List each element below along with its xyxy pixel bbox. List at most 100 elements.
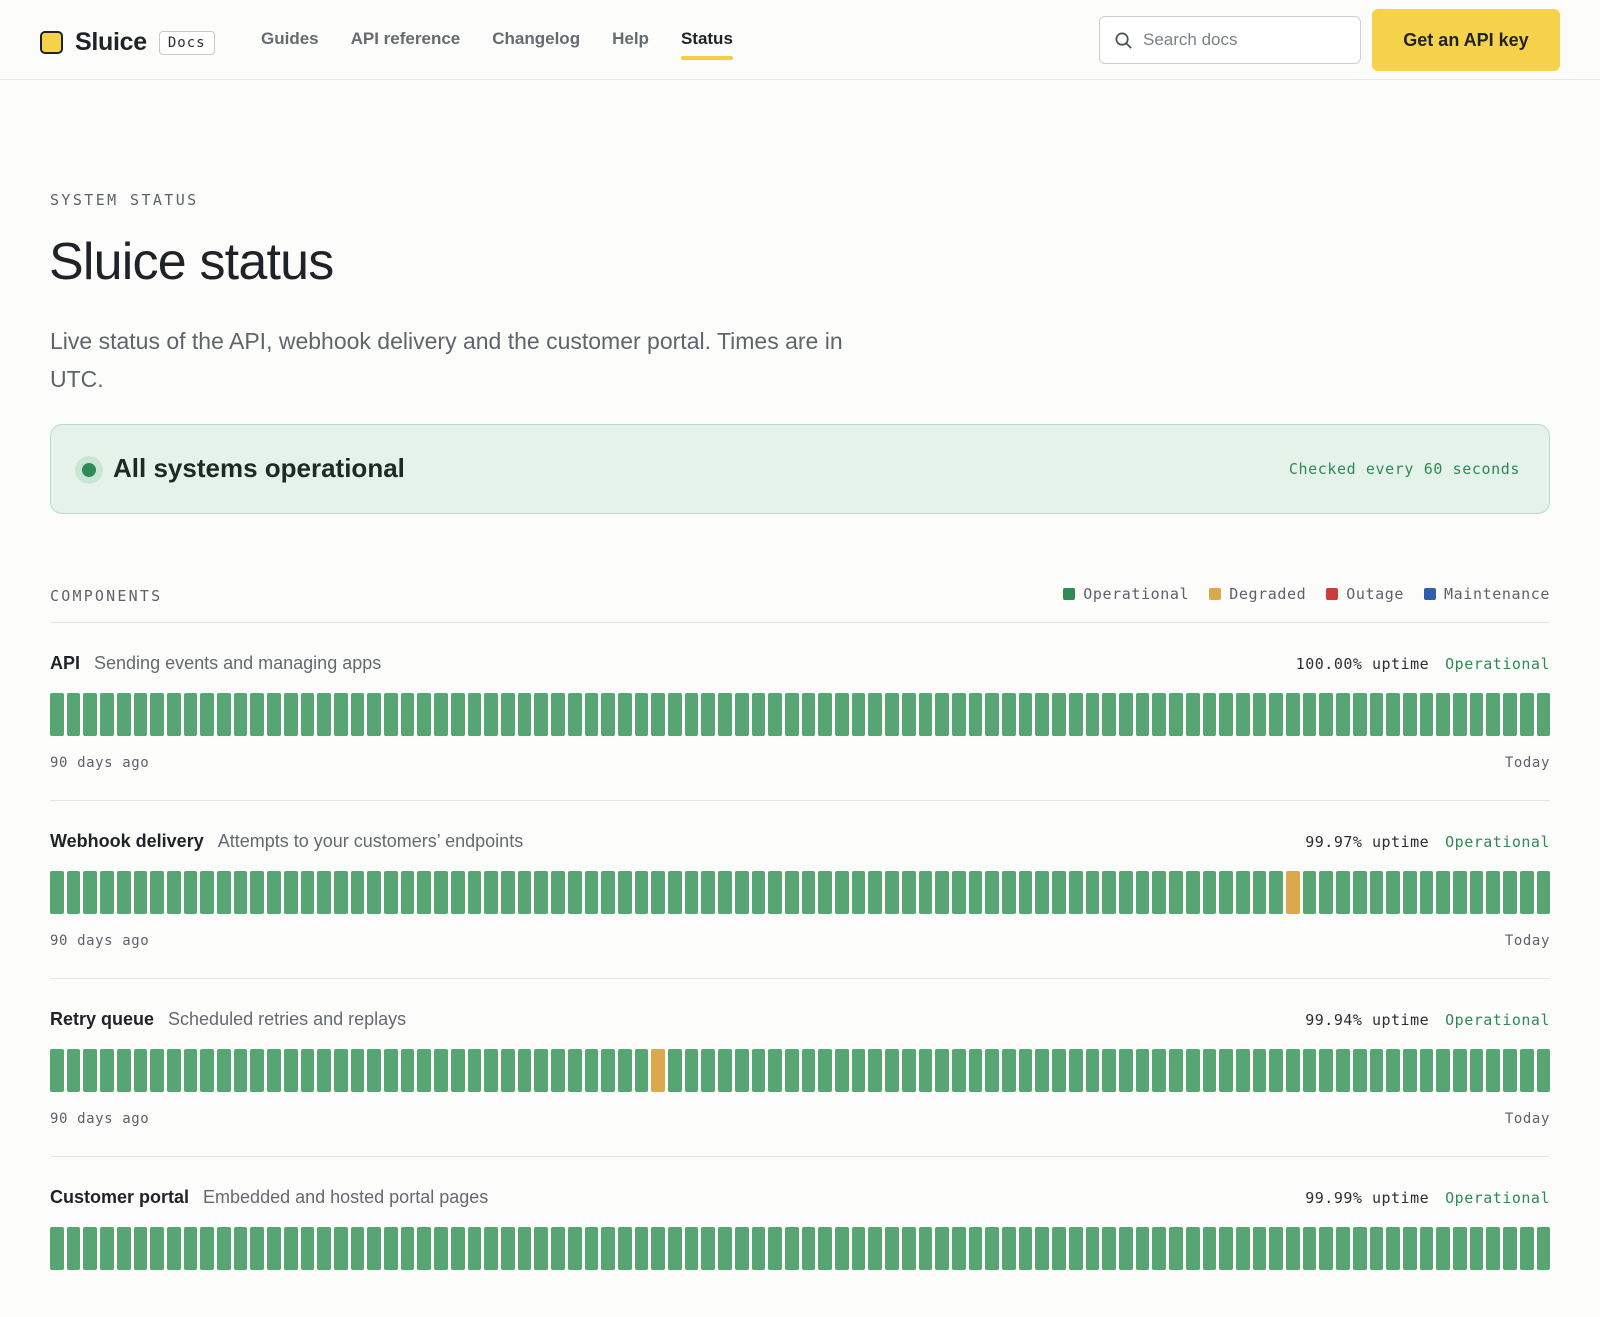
day-bar-operational[interactable] (1219, 871, 1233, 914)
day-bar-operational[interactable] (901, 1049, 916, 1092)
day-bar-operational[interactable] (668, 693, 682, 736)
day-bar-operational[interactable] (1503, 693, 1517, 736)
day-bar-operational[interactable] (684, 1227, 699, 1270)
day-bar-operational[interactable] (1252, 1227, 1267, 1270)
day-bar-operational[interactable] (801, 693, 816, 736)
day-bar-operational[interactable] (1436, 871, 1451, 914)
day-bar-operational[interactable] (1235, 1049, 1250, 1092)
day-bar-operational[interactable] (1085, 693, 1100, 736)
day-bar-operational[interactable] (584, 871, 599, 914)
day-bar-operational[interactable] (734, 693, 749, 736)
day-bar-operational[interactable] (116, 1049, 131, 1092)
day-bar-operational[interactable] (1202, 1049, 1217, 1092)
day-bar-operational[interactable] (1469, 1227, 1484, 1270)
day-bar-operational[interactable] (985, 1049, 1000, 1092)
day-bar-operational[interactable] (1002, 871, 1016, 914)
day-bar-operational[interactable] (217, 1227, 231, 1270)
day-bar-operational[interactable] (1169, 871, 1183, 914)
day-bar-operational[interactable] (333, 693, 348, 736)
day-bar-operational[interactable] (1252, 693, 1267, 736)
day-bar-operational[interactable] (668, 1227, 682, 1270)
day-bar-operational[interactable] (1269, 871, 1284, 914)
day-bar-operational[interactable] (1386, 1227, 1400, 1270)
day-bar-operational[interactable] (1052, 693, 1066, 736)
day-bar-operational[interactable] (83, 871, 98, 914)
day-bar-operational[interactable] (400, 1049, 415, 1092)
day-bar-operational[interactable] (1336, 693, 1350, 736)
day-bar-operational[interactable] (1102, 693, 1116, 736)
day-bar-operational[interactable] (50, 1049, 64, 1092)
search-box[interactable] (1099, 16, 1361, 64)
day-bar-operational[interactable] (634, 693, 649, 736)
day-bar-operational[interactable] (768, 1049, 782, 1092)
day-bar-operational[interactable] (701, 1049, 716, 1092)
day-bar-operational[interactable] (1002, 693, 1016, 736)
day-bar-operational[interactable] (951, 1049, 966, 1092)
day-bar-operational[interactable] (1319, 1049, 1334, 1092)
day-bar-operational[interactable] (116, 693, 131, 736)
day-bar-operational[interactable] (1119, 1049, 1133, 1092)
day-bar-operational[interactable] (1252, 871, 1267, 914)
day-bar-operational[interactable] (601, 871, 615, 914)
day-bar-operational[interactable] (551, 693, 565, 736)
day-bar-operational[interactable] (1402, 693, 1417, 736)
day-bar-operational[interactable] (968, 1049, 983, 1092)
day-bar-operational[interactable] (517, 1049, 532, 1092)
day-bar-operational[interactable] (1169, 1227, 1183, 1270)
day-bar-operational[interactable] (1336, 1049, 1350, 1092)
day-bar-operational[interactable] (1068, 871, 1083, 914)
day-bar-operational[interactable] (233, 1049, 248, 1092)
day-bar-operational[interactable] (918, 1049, 933, 1092)
day-bar-operational[interactable] (1119, 1227, 1133, 1270)
day-bar-operational[interactable] (1135, 693, 1150, 736)
day-bar-operational[interactable] (267, 871, 281, 914)
day-bar-operational[interactable] (317, 871, 331, 914)
day-bar-operational[interactable] (150, 1227, 164, 1270)
day-bar-operational[interactable] (718, 693, 732, 736)
day-bar-operational[interactable] (283, 871, 298, 914)
nav-item-status[interactable]: Status (680, 0, 733, 80)
day-bar-operational[interactable] (651, 871, 666, 914)
day-bar-operational[interactable] (200, 1049, 215, 1092)
day-bar-operational[interactable] (935, 1227, 949, 1270)
day-bar-operational[interactable] (1486, 1227, 1501, 1270)
day-bar-operational[interactable] (634, 1227, 649, 1270)
day-bar-operational[interactable] (200, 871, 215, 914)
day-bar-operational[interactable] (1369, 871, 1384, 914)
day-bar-operational[interactable] (1068, 1227, 1083, 1270)
day-bar-operational[interactable] (734, 871, 749, 914)
day-bar-operational[interactable] (66, 1049, 81, 1092)
day-bar-operational[interactable] (734, 1049, 749, 1092)
day-bar-operational[interactable] (50, 871, 64, 914)
day-bar-operational[interactable] (801, 1227, 816, 1270)
day-bar-operational[interactable] (584, 693, 599, 736)
day-bar-operational[interactable] (300, 693, 315, 736)
day-bar-operational[interactable] (701, 1227, 716, 1270)
day-bar-operational[interactable] (951, 693, 966, 736)
day-bar-operational[interactable] (500, 1049, 515, 1092)
day-bar-operational[interactable] (150, 871, 164, 914)
day-bar-degraded[interactable] (651, 1049, 666, 1092)
day-bar-operational[interactable] (467, 871, 482, 914)
day-bar-operational[interactable] (217, 1049, 231, 1092)
day-bar-operational[interactable] (868, 693, 883, 736)
day-bar-operational[interactable] (317, 1227, 331, 1270)
day-bar-operational[interactable] (567, 1049, 582, 1092)
day-bar-operational[interactable] (367, 693, 382, 736)
day-bar-operational[interactable] (400, 871, 415, 914)
day-bar-operational[interactable] (417, 693, 432, 736)
day-bar-operational[interactable] (1453, 1227, 1467, 1270)
day-bar-operational[interactable] (601, 1227, 615, 1270)
day-bar-operational[interactable] (100, 693, 114, 736)
day-bar-operational[interactable] (1185, 1227, 1200, 1270)
day-bar-operational[interactable] (1286, 693, 1300, 736)
day-bar-operational[interactable] (1519, 871, 1534, 914)
day-bar-operational[interactable] (1169, 1049, 1183, 1092)
day-bar-operational[interactable] (467, 1227, 482, 1270)
day-bar-operational[interactable] (250, 871, 265, 914)
day-bar-operational[interactable] (851, 1049, 866, 1092)
day-bar-operational[interactable] (50, 693, 64, 736)
day-bar-operational[interactable] (500, 1227, 515, 1270)
day-bar-operational[interactable] (617, 1227, 632, 1270)
day-bar-operational[interactable] (751, 1049, 766, 1092)
